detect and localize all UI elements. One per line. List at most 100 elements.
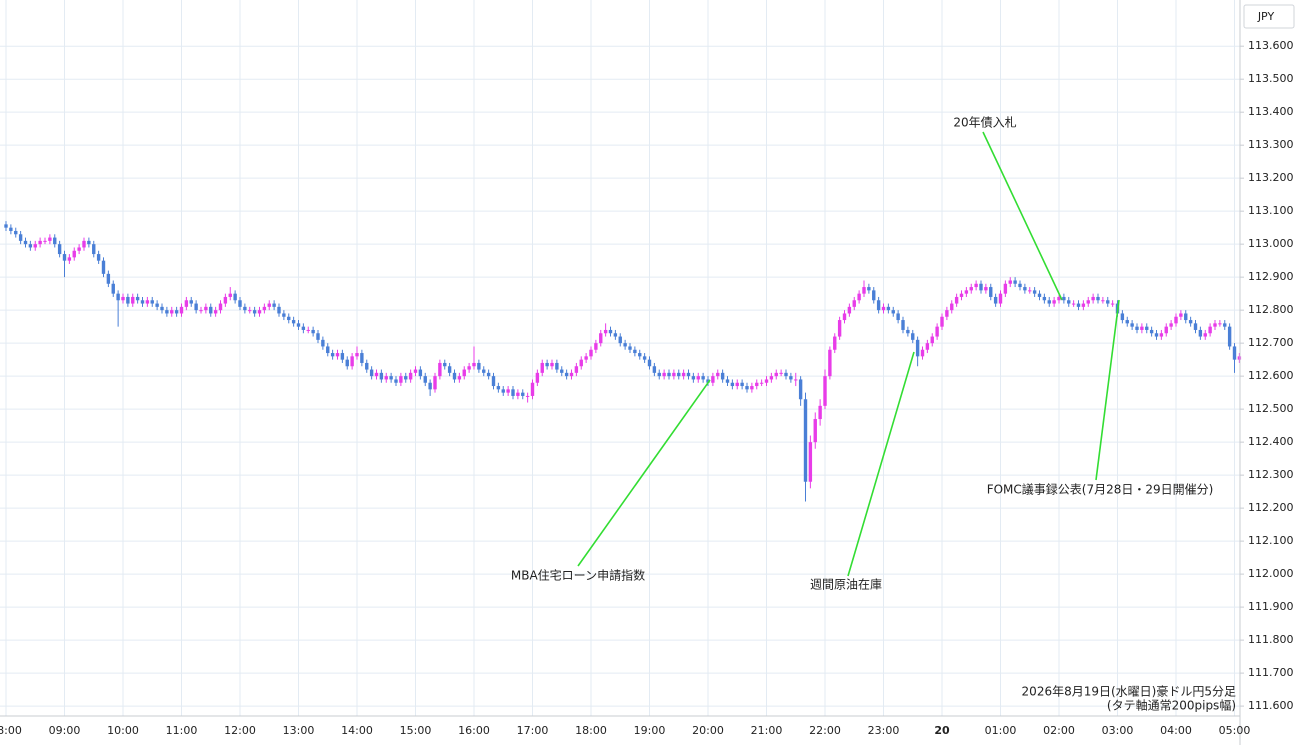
candle-body (1086, 300, 1090, 304)
candle-body (608, 329, 613, 334)
candle-body (911, 333, 915, 340)
candle-body (511, 389, 515, 396)
candle-body (1096, 296, 1100, 301)
candle-body (681, 372, 686, 377)
candle-body (516, 392, 520, 396)
candle-body (238, 300, 242, 307)
candle-body (62, 254, 67, 261)
candle-body (1154, 333, 1159, 337)
candle-body (457, 376, 462, 380)
candle-body (798, 379, 803, 400)
candle-body (584, 356, 588, 360)
candle-body (345, 359, 349, 367)
candle-body (594, 343, 598, 350)
y-tick-label: 111.800 (1248, 633, 1294, 646)
candle-body (140, 300, 145, 304)
annotation: 20年債入札 (953, 115, 1016, 130)
candle-body (881, 306, 886, 311)
candle-body (998, 293, 1003, 304)
candle-body (1203, 333, 1207, 337)
candle-body (311, 329, 315, 334)
candle-body (628, 346, 632, 350)
x-tick-label: 03:00 (1102, 724, 1134, 737)
candle-body (862, 287, 866, 294)
candle-body (92, 244, 96, 255)
candle-body (1091, 296, 1095, 301)
candle-body (613, 333, 618, 337)
candle-body (906, 329, 910, 334)
candle-body (555, 362, 559, 370)
candle-body (106, 273, 111, 284)
candle-body (540, 362, 544, 373)
candle-body (1013, 280, 1017, 284)
candle-body (1227, 326, 1232, 347)
candle-body (959, 293, 964, 297)
candle-body (618, 336, 622, 344)
x-tick-label: 17:00 (517, 724, 549, 737)
annotation: FOMC議事録公表(7月28日・29日開催分) (987, 482, 1214, 497)
candle-body (491, 376, 496, 387)
candle-body (452, 372, 457, 380)
candle-body (365, 362, 369, 370)
y-tick-label: 113.500 (1248, 72, 1294, 85)
candle-body (794, 379, 798, 381)
candle-body (696, 376, 700, 380)
candle-body (135, 296, 140, 301)
x-tick-label: 15:00 (400, 724, 432, 737)
candle-body (833, 336, 837, 350)
y-tick-label: 113.600 (1248, 39, 1294, 52)
candle-body (1023, 287, 1027, 291)
candle-body (823, 376, 827, 406)
y-tick-label: 111.600 (1248, 699, 1294, 712)
candle-body (989, 287, 993, 297)
candle-body (335, 353, 340, 357)
candle-body (847, 306, 852, 314)
candle-body (257, 310, 262, 314)
candle-body (1120, 313, 1125, 321)
candle-body (1140, 326, 1144, 330)
annotation-leader (1095, 299, 1120, 481)
candle-body (213, 310, 218, 314)
candle-body (969, 287, 973, 291)
candle-body (920, 349, 925, 357)
candle-body (228, 293, 232, 297)
candle-body (379, 372, 384, 380)
candle-body (1071, 303, 1076, 305)
candle-body (896, 313, 900, 321)
candle-body (857, 293, 861, 301)
y-tick-label: 112.300 (1248, 468, 1294, 481)
candle-body (121, 296, 125, 301)
candle-body (330, 353, 335, 357)
candle-body (701, 376, 705, 380)
candle-body (1174, 316, 1178, 324)
candle-body (447, 366, 452, 373)
candle-body (867, 287, 871, 291)
candle-body (394, 379, 398, 383)
x-tick-label: 21:00 (751, 724, 783, 737)
candle-body (925, 343, 930, 350)
candle-body (150, 300, 154, 304)
candle-body (87, 240, 91, 245)
candle-body (1125, 320, 1129, 324)
candle-body (96, 254, 101, 261)
candle-body (915, 339, 920, 357)
x-tick-label: 12:00 (224, 724, 256, 737)
y-tick-label: 112.000 (1248, 567, 1294, 580)
candle-body (950, 303, 954, 311)
candle-body (277, 306, 281, 314)
candle-body (496, 386, 501, 390)
candle-body (179, 306, 184, 314)
candle-body (506, 389, 510, 393)
candle-body (262, 306, 267, 311)
candle-body (711, 376, 715, 383)
candle-body (574, 366, 579, 373)
candle-body (9, 227, 13, 231)
candle-body (837, 320, 842, 337)
x-tick-label: 18:00 (575, 724, 607, 737)
candle-body (603, 329, 608, 334)
annotation-leader (577, 379, 711, 567)
candle-body (725, 379, 730, 383)
candle-body (745, 386, 749, 390)
candle-body (472, 362, 476, 367)
candle-body (993, 296, 998, 304)
